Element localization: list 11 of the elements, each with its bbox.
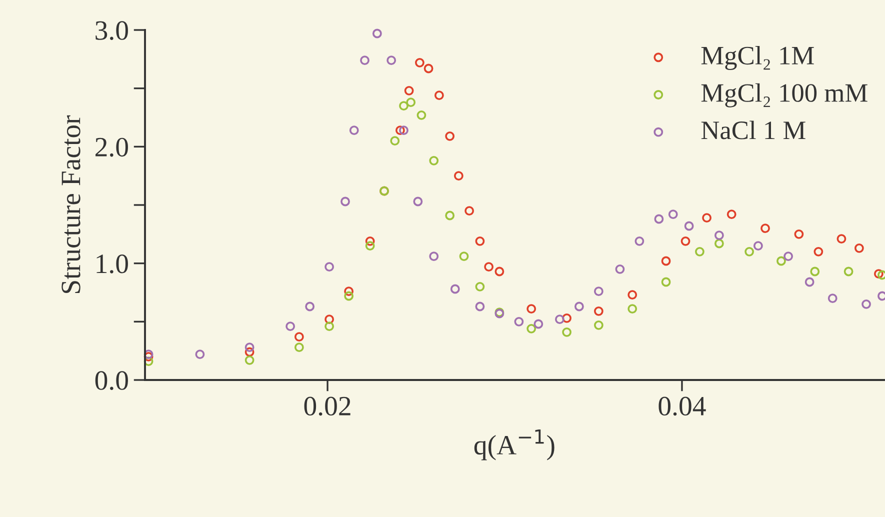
x-tick-label: 0.04 [658, 396, 706, 416]
y-tick-label: 3.0 [96, 21, 128, 40]
y-tick-label: 0.0 [95, 371, 128, 390]
y-tick-label: 1.0 [96, 254, 128, 274]
y-tick-label: 2.0 [96, 138, 128, 157]
legend-label: MgCl₂ 1M [701, 46, 814, 70]
x-tick-label: 0.02 [304, 396, 350, 416]
legend-label: NaCl 1 M [701, 120, 806, 140]
x-axis-title: q(A$^{−1}$) [474, 429, 554, 460]
y-axis-title: Structure Factor [62, 115, 80, 294]
legend-label: MgCl₂ 100 mM [701, 83, 868, 108]
